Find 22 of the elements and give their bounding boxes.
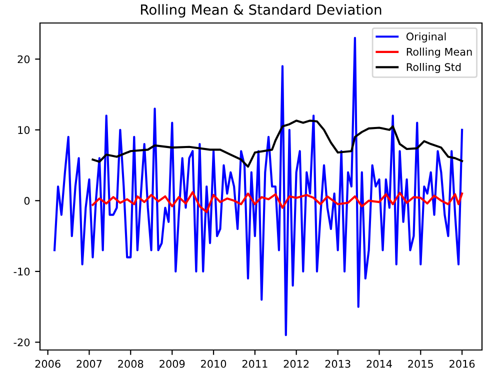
y-tick-label: -20 <box>14 338 30 346</box>
chart-title: Rolling Mean & Standard Deviation <box>141 4 382 18</box>
line-series <box>92 120 464 168</box>
x-tick-label: 2012 <box>284 360 309 368</box>
x-tick-label: 2009 <box>160 360 185 368</box>
y-tick-label: 10 <box>18 126 30 134</box>
x-tick-label: 2014 <box>366 360 392 368</box>
y-tick-label: 0 <box>24 196 30 205</box>
x-tick-label: 2008 <box>118 360 144 368</box>
y-tick-label: -10 <box>14 268 30 276</box>
legend-label: Original <box>406 32 446 42</box>
x-tick-label: 2011 <box>242 360 268 368</box>
line-series <box>92 191 464 214</box>
x-tick-label: 2016 <box>450 360 475 368</box>
legend-label: Rolling Std <box>406 62 461 74</box>
y-tick-label: 20 <box>18 55 30 64</box>
x-tick-label: 2010 <box>201 360 226 368</box>
legend-label: Rolling Mean <box>406 48 472 58</box>
x-tick-label: 2015 <box>408 360 433 368</box>
x-tick-label: 2013 <box>325 360 350 368</box>
x-tick-label: 2007 <box>76 360 102 368</box>
x-tick-label: 2006 <box>35 360 60 368</box>
